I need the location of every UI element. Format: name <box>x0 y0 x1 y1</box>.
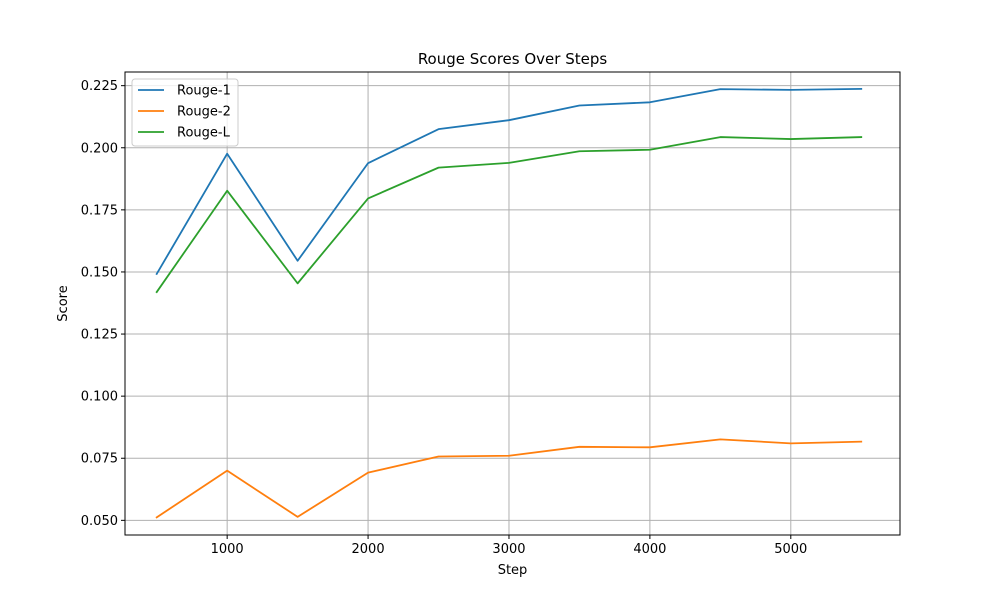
chart-title: Rouge Scores Over Steps <box>418 50 608 68</box>
y-axis-title: Score <box>56 285 71 321</box>
y-tick-label: 0.175 <box>81 203 118 218</box>
legend-box <box>131 78 239 147</box>
x-tick-label: 2000 <box>352 542 385 557</box>
x-axis-ticks: 1000 2000 3000 4000 5000 <box>211 535 807 557</box>
y-tick-label: 0.075 <box>81 452 118 467</box>
y-tick-label: 0.200 <box>81 141 118 156</box>
x-tick-label: 5000 <box>774 542 807 557</box>
x-axis-title: Step <box>498 563 528 578</box>
y-tick-label: 0.125 <box>81 328 118 343</box>
legend-label-rouge-l: Rouge-L <box>177 126 231 141</box>
legend-label-rouge-2: Rouge-2 <box>177 105 231 120</box>
grid-lines <box>125 72 900 535</box>
series-lines <box>155 87 863 519</box>
plot-area-frame <box>124 71 901 536</box>
x-tick-label: 1000 <box>211 542 244 557</box>
legend: Rouge-1 Rouge-2 Rouge-L <box>131 78 239 147</box>
x-tick-label: 4000 <box>633 542 666 557</box>
x-tick-label: 3000 <box>492 542 525 557</box>
y-tick-label: 0.050 <box>81 514 118 529</box>
y-tick-label: 0.225 <box>81 79 118 94</box>
series-line-rouge-l <box>155 136 863 294</box>
series-line-rouge-1 <box>155 87 863 276</box>
series-line-rouge-2 <box>155 438 863 519</box>
y-axis-ticks: 0.050 0.075 0.100 0.125 0.150 0.175 0.200 0.225 <box>81 79 125 529</box>
legend-label-rouge-1: Rouge-1 <box>177 84 231 99</box>
legend-entries: Rouge-1 Rouge-2 Rouge-L <box>138 84 231 141</box>
y-tick-label: 0.150 <box>81 265 118 280</box>
y-tick-label: 0.100 <box>81 390 118 405</box>
